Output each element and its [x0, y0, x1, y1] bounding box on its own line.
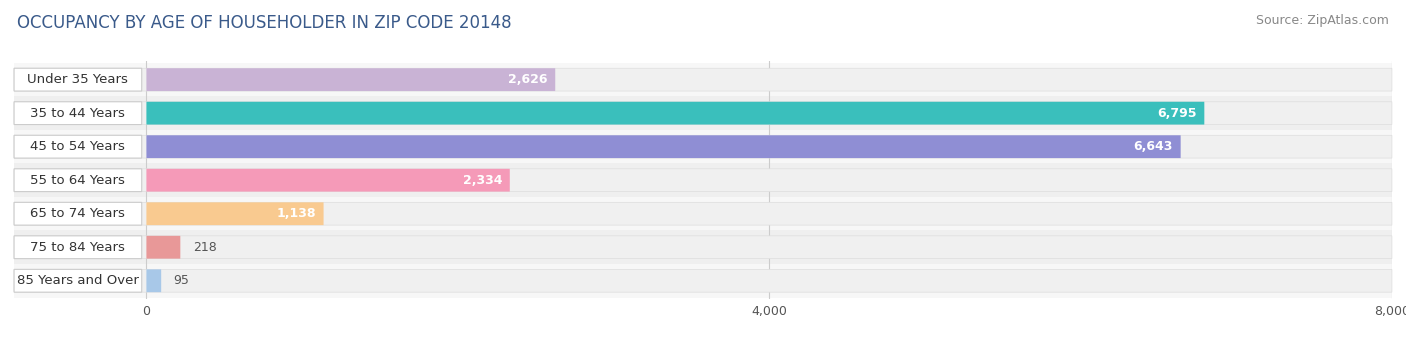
Bar [14, 97, 1392, 130]
Text: 6,795: 6,795 [1157, 107, 1197, 120]
FancyBboxPatch shape [14, 135, 142, 158]
Bar [14, 63, 1392, 97]
Text: OCCUPANCY BY AGE OF HOUSEHOLDER IN ZIP CODE 20148: OCCUPANCY BY AGE OF HOUSEHOLDER IN ZIP C… [17, 14, 512, 32]
FancyBboxPatch shape [14, 169, 1392, 192]
FancyBboxPatch shape [14, 202, 142, 225]
Text: 75 to 84 Years: 75 to 84 Years [31, 241, 125, 254]
FancyBboxPatch shape [14, 102, 1392, 124]
FancyBboxPatch shape [14, 269, 142, 292]
Text: 2,626: 2,626 [508, 73, 547, 86]
FancyBboxPatch shape [146, 202, 323, 225]
FancyBboxPatch shape [146, 68, 555, 91]
Bar [14, 231, 1392, 264]
Text: 6,643: 6,643 [1133, 140, 1173, 153]
FancyBboxPatch shape [146, 135, 1181, 158]
FancyBboxPatch shape [14, 68, 1392, 91]
Text: 2,334: 2,334 [463, 174, 502, 187]
FancyBboxPatch shape [14, 68, 142, 91]
Text: 85 Years and Over: 85 Years and Over [17, 274, 139, 287]
Text: Under 35 Years: Under 35 Years [28, 73, 128, 86]
FancyBboxPatch shape [146, 169, 510, 192]
Bar [14, 197, 1392, 231]
FancyBboxPatch shape [146, 102, 1205, 124]
Text: 95: 95 [174, 274, 190, 287]
Text: 65 to 74 Years: 65 to 74 Years [31, 207, 125, 220]
Text: Source: ZipAtlas.com: Source: ZipAtlas.com [1256, 14, 1389, 27]
FancyBboxPatch shape [14, 236, 142, 259]
FancyBboxPatch shape [14, 135, 1392, 158]
FancyBboxPatch shape [14, 236, 1392, 259]
FancyBboxPatch shape [14, 169, 142, 192]
Bar [14, 130, 1392, 164]
Text: 218: 218 [193, 241, 217, 254]
Text: 45 to 54 Years: 45 to 54 Years [31, 140, 125, 153]
Bar [14, 164, 1392, 197]
FancyBboxPatch shape [146, 269, 162, 292]
FancyBboxPatch shape [14, 269, 1392, 292]
Bar [14, 264, 1392, 298]
Text: 55 to 64 Years: 55 to 64 Years [31, 174, 125, 187]
Text: 1,138: 1,138 [277, 207, 316, 220]
FancyBboxPatch shape [146, 236, 180, 259]
FancyBboxPatch shape [14, 102, 142, 124]
Text: 35 to 44 Years: 35 to 44 Years [31, 107, 125, 120]
FancyBboxPatch shape [14, 202, 1392, 225]
